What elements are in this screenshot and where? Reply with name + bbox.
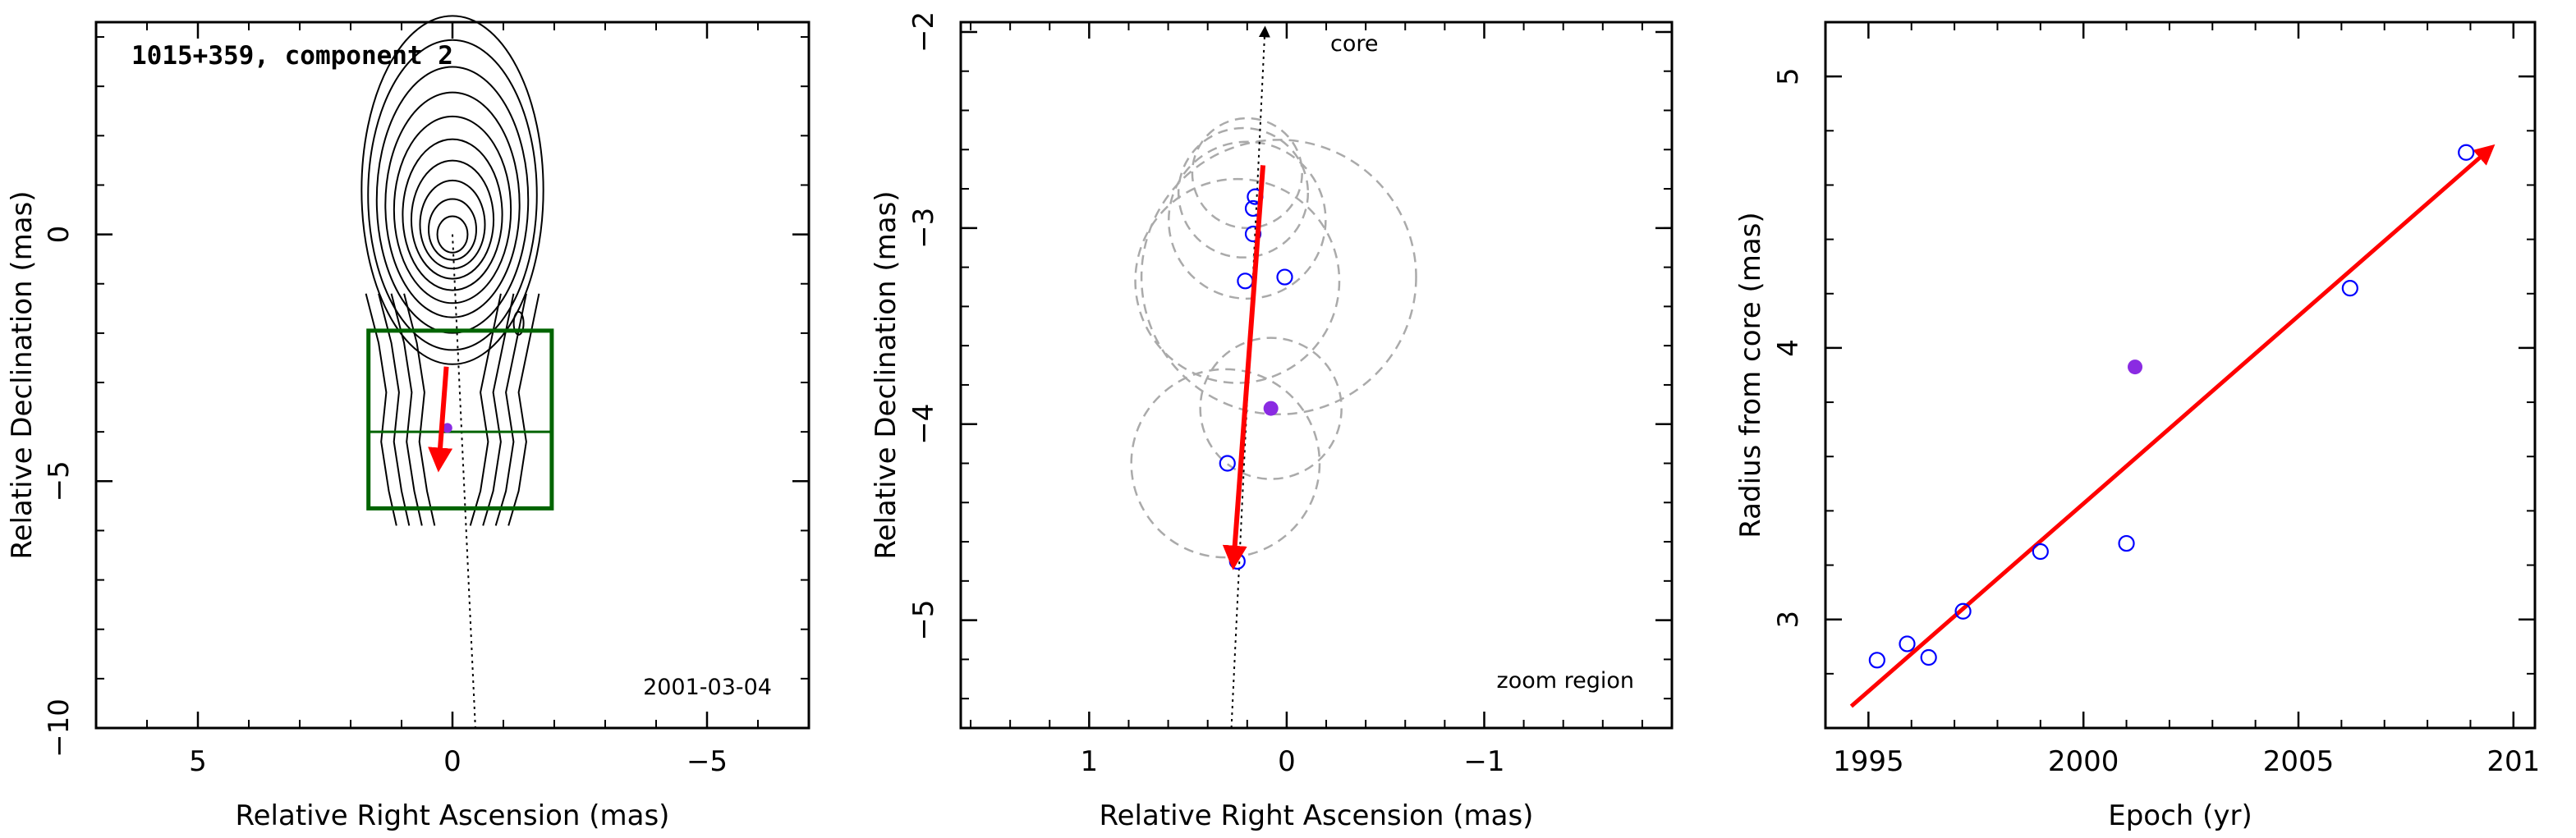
contour-ring	[428, 198, 477, 261]
error-circle	[1134, 177, 1341, 384]
panel-contour-map: 5 0 −5 0 −5 −10 1015+359, component 2 2001-03…	[6, 15, 810, 832]
p3-ylabel: Radius from core (mas)	[1734, 212, 1767, 538]
data-point	[1868, 652, 1885, 669]
jet-contour-left	[403, 293, 436, 526]
error-circle	[1130, 368, 1321, 559]
p2-xtick-label: −1	[1463, 745, 1504, 778]
p3-xtick-label: 1995	[1833, 745, 1904, 778]
jet-contour-right	[482, 293, 515, 526]
p1-xtick-label: −5	[686, 745, 728, 778]
data-point	[1954, 602, 1972, 620]
p2-ticks: 1 0 −1 −2 −3 −4 −5	[907, 11, 1672, 778]
p2-ytick-label: −5	[907, 600, 940, 641]
data-point	[1899, 635, 1916, 653]
data-point-filled	[2128, 359, 2143, 375]
p2-xlabel: Relative Right Ascension (mas)	[1100, 799, 1534, 832]
contour-ring	[402, 138, 503, 291]
p3-ytick-label: 5	[1772, 67, 1805, 85]
p2-plot-area	[1130, 25, 1417, 729]
error-circle	[1168, 140, 1327, 300]
p1-ytick-label: −5	[43, 460, 76, 501]
data-point	[1219, 455, 1236, 472]
motion-vector	[428, 366, 453, 473]
contour-ring	[384, 91, 521, 318]
p1-xtick-label: 5	[189, 745, 207, 778]
motion-vector	[1222, 165, 1266, 570]
p2-frame	[959, 21, 1674, 730]
error-circle	[1199, 337, 1343, 480]
p1-xtick-label: 0	[443, 745, 461, 778]
p1-title: 1015+359, component 2	[131, 41, 453, 71]
contour-ring	[375, 66, 530, 334]
p3-plot-area	[1849, 144, 2496, 708]
jet-contour-right	[469, 293, 502, 526]
p3-frame	[1824, 21, 2537, 730]
data-point	[1237, 272, 1254, 290]
contour-ring	[419, 179, 486, 270]
p3-xlabel: Epoch (yr)	[2108, 799, 2252, 832]
p2-ytick-label: −3	[907, 208, 940, 249]
zoom-box	[366, 328, 554, 511]
contour-ring	[360, 15, 544, 365]
p1-xlabel: Relative Right Ascension (mas)	[236, 799, 670, 832]
p3-ticks: 1995 2000 2005 201 3 4 5	[1772, 21, 2540, 778]
contour-ring	[410, 159, 495, 280]
p3-xtick-label: 2005	[2263, 745, 2335, 778]
data-point	[2118, 534, 2135, 552]
jet-axis	[452, 234, 476, 729]
p2-ylabel: Relative Declination (mas)	[870, 190, 902, 559]
jet-contour-left	[365, 293, 397, 526]
p1-ytick-label: 0	[43, 226, 76, 244]
p2-zoom-label: zoom region	[1497, 668, 1634, 694]
jet-contour-left	[390, 293, 423, 526]
data-point	[2341, 280, 2358, 297]
p2-xtick-label: 0	[1278, 745, 1296, 778]
p1-ylabel: Relative Declination (mas)	[6, 190, 39, 559]
panel-zoom-region: 1 0 −1 −2 −3 −4 −5 core zoom region Relative R…	[870, 11, 1674, 832]
error-circle	[1177, 126, 1310, 259]
p1-ticks: 5 0 −5 0 −5 −10	[43, 22, 810, 778]
p1-ytick-label: −10	[43, 698, 76, 758]
contour-ring	[367, 39, 538, 351]
data-point-filled	[1263, 401, 1279, 416]
jet-contour-left	[378, 293, 411, 526]
p1-epoch-label: 2001-03-04	[643, 675, 772, 700]
component-marker	[442, 423, 452, 433]
contour-ring	[436, 215, 469, 254]
p3-xtick-label: 201	[2486, 745, 2540, 778]
data-point	[2032, 543, 2049, 561]
p2-xtick-label: 1	[1081, 745, 1099, 778]
error-circle	[1140, 139, 1417, 416]
p2-core-label: core	[1330, 31, 1378, 57]
data-point	[1276, 268, 1293, 286]
contour-knot	[512, 310, 525, 336]
p1-plot-area	[360, 15, 554, 729]
jet-contour-right	[507, 293, 540, 526]
data-point	[1244, 225, 1262, 243]
data-point	[2458, 144, 2475, 161]
panel-radius-vs-epoch: 1995 2000 2005 201 3 4 5 Epoch (yr) Radius fro…	[1734, 21, 2540, 832]
data-point	[1920, 648, 1937, 666]
contour-ring	[393, 115, 512, 305]
p3-ytick-label: 4	[1772, 339, 1805, 357]
p1-frame	[94, 21, 810, 730]
fit-line	[1849, 144, 2496, 708]
error-circle	[1191, 117, 1303, 230]
p3-ytick-label: 3	[1772, 611, 1805, 629]
p3-xtick-label: 2000	[2048, 745, 2119, 778]
p2-ytick-label: −4	[907, 404, 940, 445]
p2-ytick-label: −2	[907, 11, 940, 53]
